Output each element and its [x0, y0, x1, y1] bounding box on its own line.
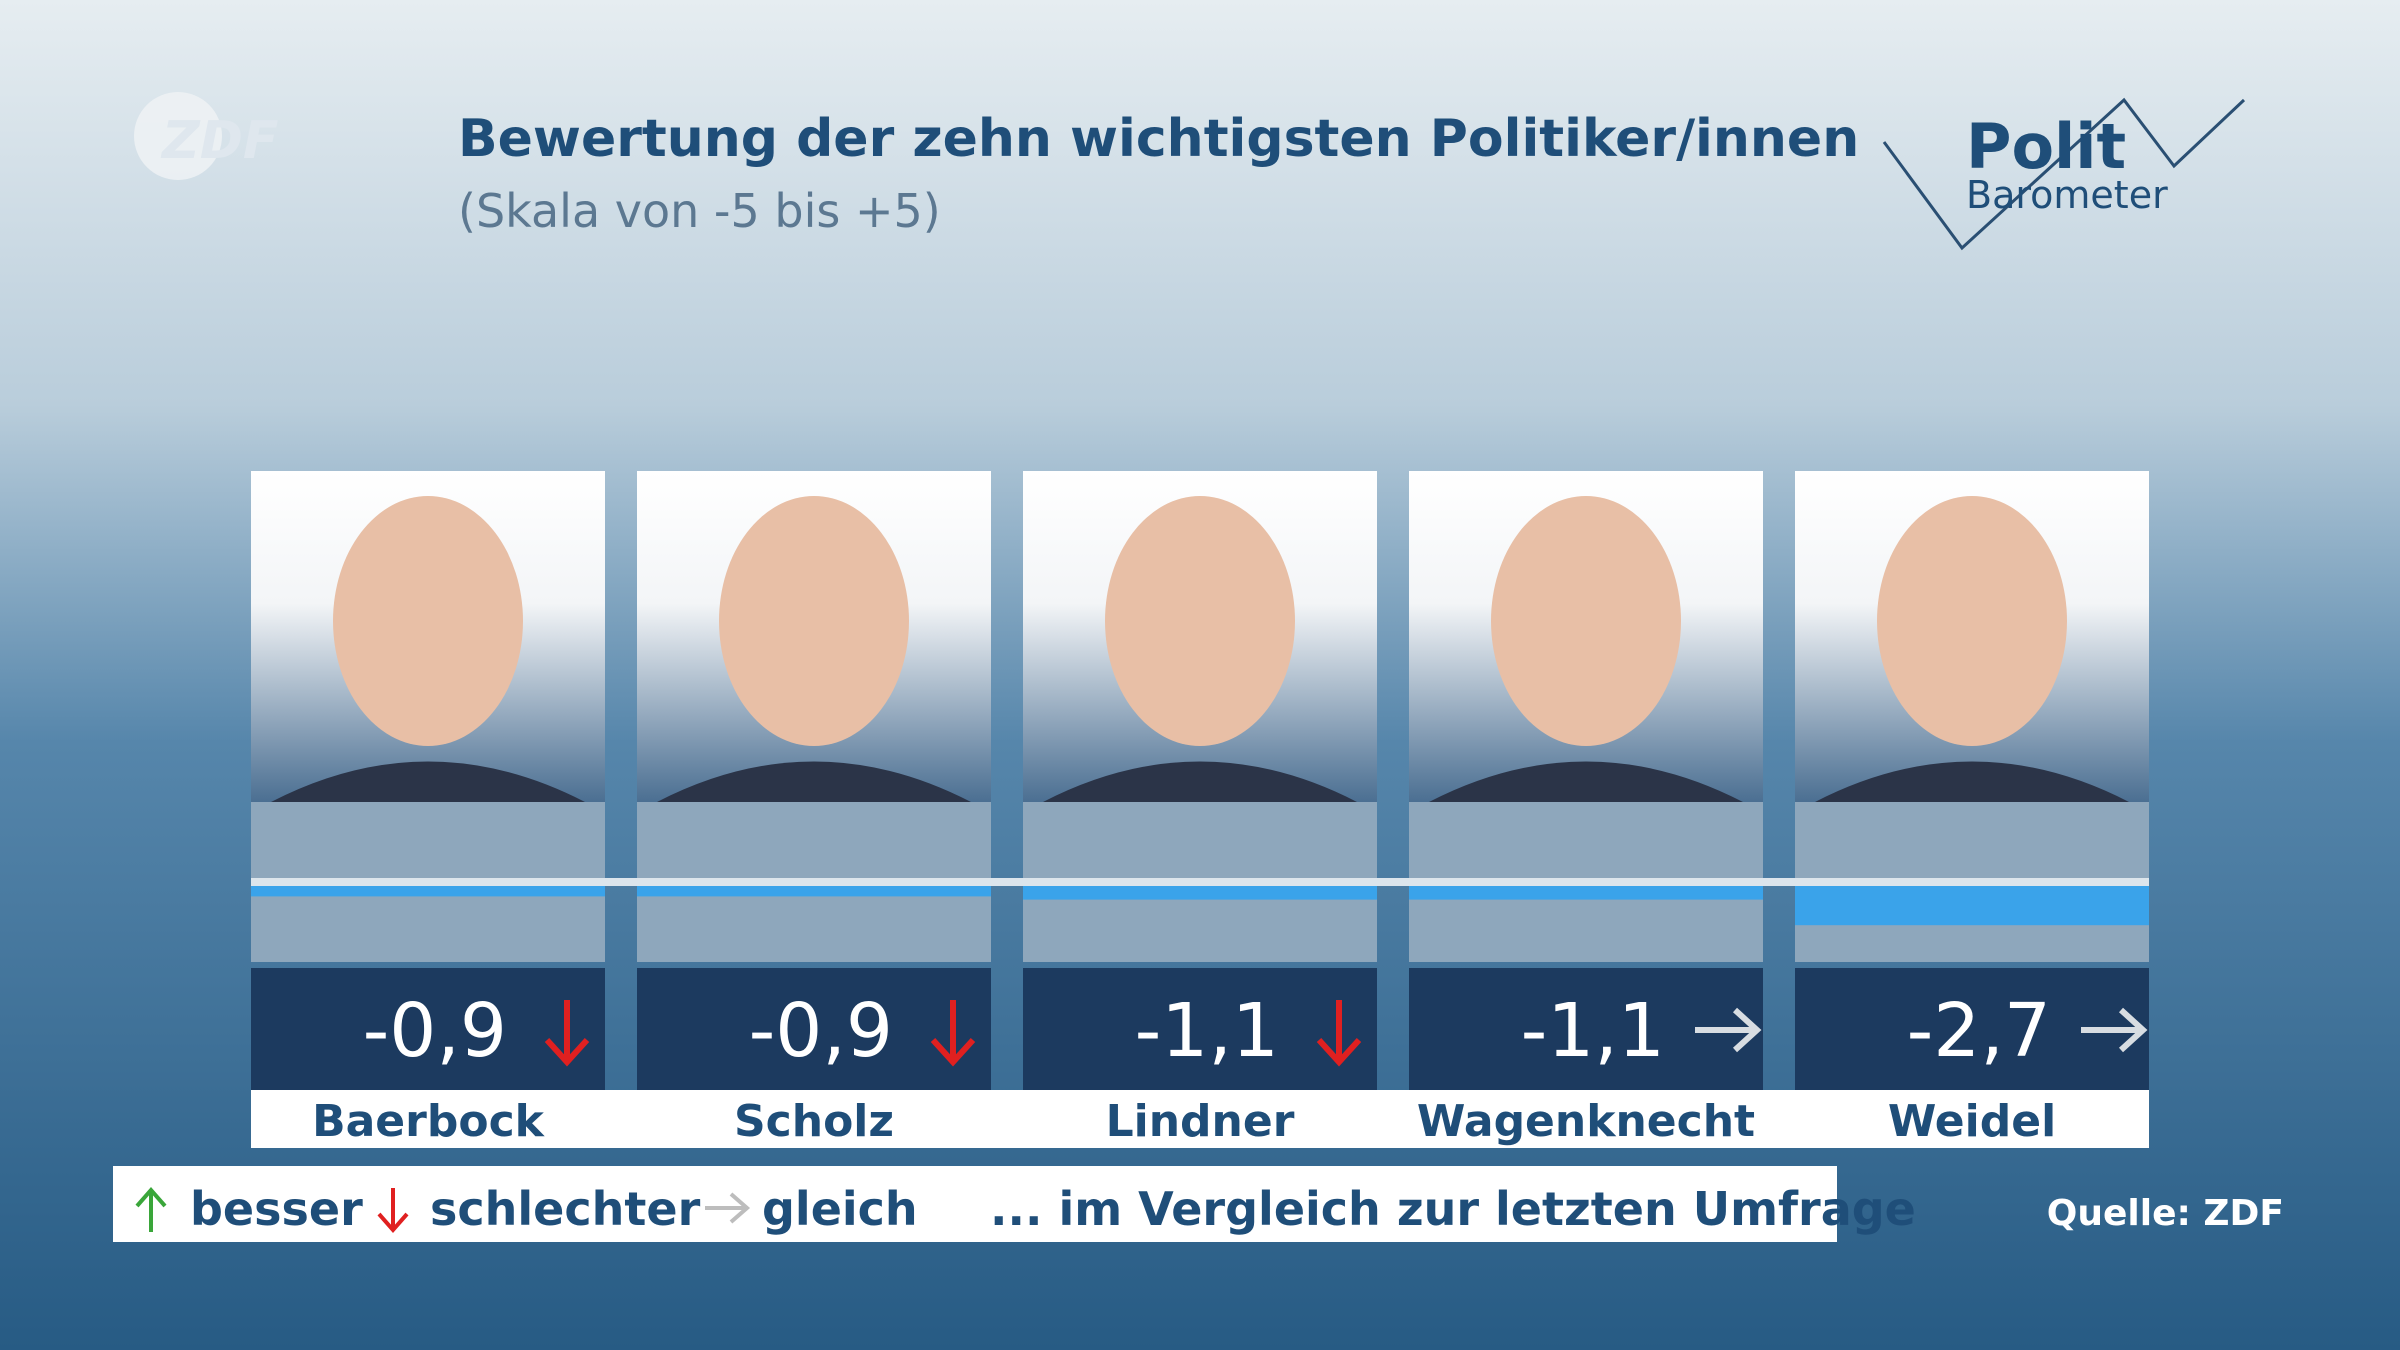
- x-tick-label: Scholz: [734, 1096, 894, 1147]
- photo-body: [271, 761, 585, 802]
- chart-subtitle: (Skala von -5 bis +5): [458, 184, 941, 238]
- legend-box: [113, 1166, 1837, 1242]
- photo-face: [333, 496, 523, 746]
- trend-arrow: [544, 1000, 590, 1067]
- photo-face: [1877, 496, 2067, 746]
- logo-bottom: Barometer: [1966, 173, 2168, 217]
- logo-top: Polit: [1966, 110, 2126, 183]
- legend-same: gleich: [762, 1182, 918, 1236]
- photo-face: [1491, 496, 1681, 746]
- photo-face: [719, 496, 909, 746]
- name-box: [637, 1090, 1023, 1148]
- value-label: -0,9: [363, 988, 507, 1074]
- legend-arrows: [135, 1186, 751, 1234]
- name-box: [1023, 1090, 1409, 1148]
- name-box: [1795, 1090, 2149, 1148]
- value-label: -1,1: [1135, 988, 1279, 1074]
- name-box: [1409, 1090, 1795, 1148]
- value-box: [637, 968, 991, 1090]
- legend-up: besser: [190, 1182, 363, 1236]
- trend-arrow: [1316, 1000, 1362, 1067]
- photo-body: [1043, 761, 1357, 802]
- photo-body: [657, 761, 971, 802]
- value-label: -2,7: [1907, 988, 2051, 1074]
- source: Quelle: ZDF: [2047, 1193, 2284, 1234]
- photo-face: [1105, 496, 1295, 746]
- x-tick-label: Wagenknecht: [1417, 1096, 1755, 1147]
- x-tick-label: Baerbock: [312, 1096, 546, 1147]
- value-label: -1,1: [1521, 988, 1665, 1074]
- x-tick-label: Lindner: [1106, 1096, 1295, 1147]
- value-box: [251, 968, 605, 1090]
- x-tick-label: Weidel: [1888, 1096, 2056, 1147]
- logo-line: [1882, 97, 2246, 251]
- trend-arrow: [1695, 1007, 1762, 1053]
- bar: [1023, 882, 1377, 900]
- photo-body: [1815, 761, 2129, 802]
- chart-title: Bewertung der zehn wichtigsten Politiker…: [458, 109, 1859, 169]
- value-label: -0,9: [749, 988, 893, 1074]
- photo-body: [1429, 761, 1743, 802]
- bar: [1409, 882, 1763, 900]
- broadcaster-logo: ZDF: [160, 111, 278, 171]
- logo-circle: [134, 92, 222, 180]
- bar: [1795, 882, 2149, 926]
- legend-down: schlechter: [430, 1182, 701, 1236]
- trend-arrow: [930, 1000, 976, 1067]
- trend-arrow: [2081, 1007, 2148, 1053]
- name-box: [251, 1090, 637, 1148]
- legend-note: ... im Vergleich zur letzten Umfrage: [990, 1182, 1916, 1236]
- value-box: [1023, 968, 1377, 1090]
